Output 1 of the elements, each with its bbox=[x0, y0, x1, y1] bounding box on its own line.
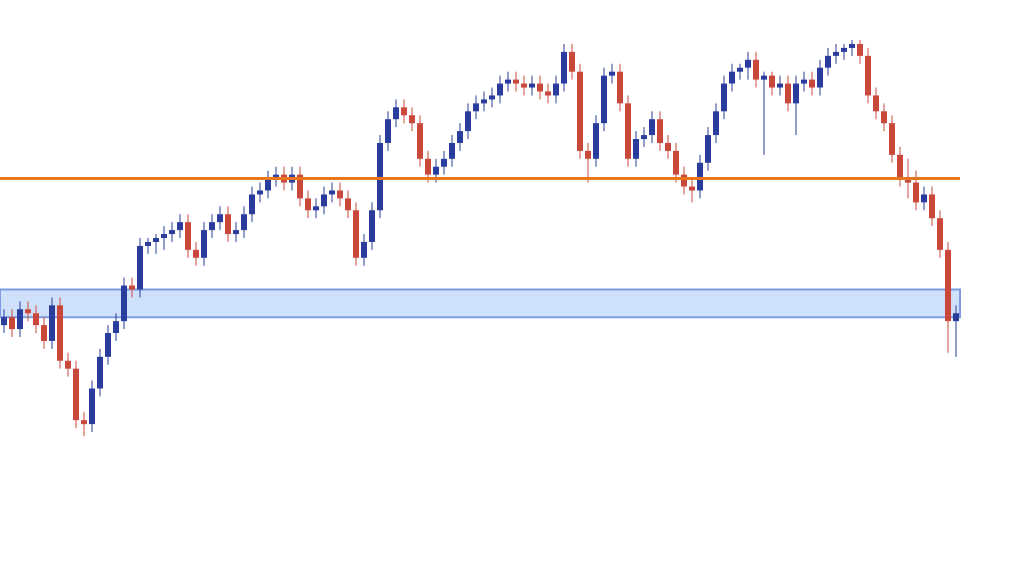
candlestick bbox=[761, 71, 767, 155]
